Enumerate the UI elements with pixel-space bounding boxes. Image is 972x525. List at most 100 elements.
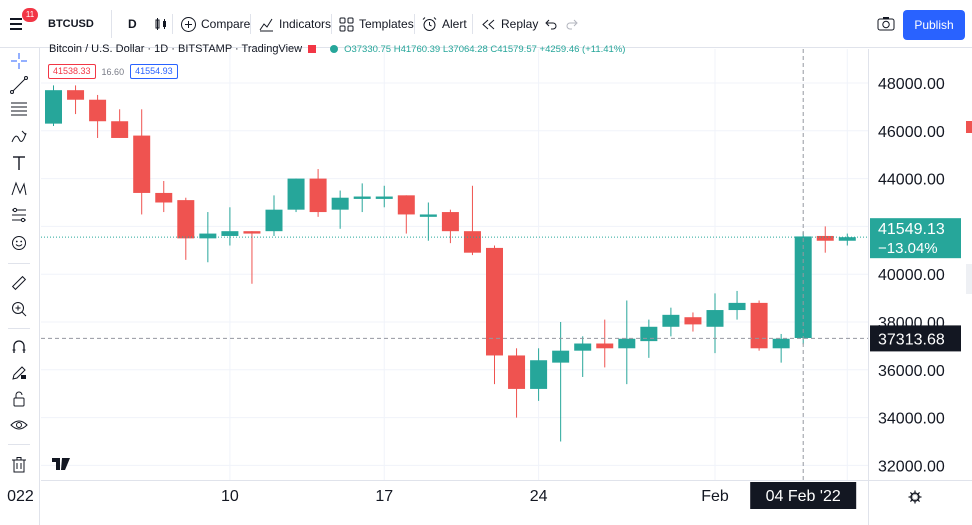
publish-button[interactable]: Publish [903,10,965,40]
price-tick-label: 36000.00 [878,363,945,380]
price-tick-label: 40000.00 [878,267,945,284]
pattern-tool[interactable] [8,178,30,200]
gear-center [912,494,918,500]
toolbar-divider [172,14,173,34]
forecast-icon [12,207,26,223]
text-tool[interactable] [8,152,30,174]
time-tick-label: 022 [7,488,34,505]
snapshot-button[interactable] [876,14,896,34]
spread-value: 16.60 [101,66,125,77]
candle [221,207,239,246]
candle-body [221,231,239,236]
pattern-icon [11,181,27,196]
candle [309,169,327,217]
chart-legend: Bitcoin / U.S. Dollar · 1D · BITSTAMP · … [49,43,625,55]
candles-icon [155,18,166,30]
menu-icon-line [10,28,22,30]
candle-body [618,338,636,349]
candle-body [662,314,680,327]
hide-drawings-tool[interactable] [8,414,30,436]
candle [155,180,173,213]
measure-tool[interactable] [8,272,30,294]
sell-price-button[interactable]: 41538.33 [48,64,96,79]
time-axis[interactable]: 022101724Feb704 Feb '22 [7,482,922,509]
interval-button[interactable]: D [128,17,137,31]
templates-button[interactable]: Templates [338,10,414,38]
pencil-lock-icon [12,366,26,380]
crosshair-overlay [41,49,972,480]
candle [816,226,834,253]
crosshair-tool[interactable] [8,50,30,72]
candle [199,212,217,263]
indicators-button[interactable]: Indicators [258,10,331,38]
icon-tool[interactable] [8,232,30,254]
candle-body [243,231,261,234]
market-status-icon [330,45,339,53]
candle-body [530,360,548,389]
menu-icon-line [10,23,22,25]
candle-body [133,135,151,193]
toolbar-divider [331,14,332,34]
alert-button[interactable]: Alert [421,10,467,38]
replay-button[interactable]: Replay [480,10,538,38]
eye-icon [10,420,28,430]
right-edge-marker [966,264,972,294]
candle [397,195,415,234]
toolbar-divider [472,14,473,34]
menu-button[interactable]: 11 [6,8,38,36]
symbol-title[interactable]: Bitcoin / U.S. Dollar · 1D · BITSTAMP · … [49,43,303,55]
candle [750,300,768,351]
price-axis[interactable]: 32000.0034000.0036000.0038000.0040000.00… [870,76,961,475]
candle-body [375,196,393,199]
candle-body [596,343,614,349]
candle [596,319,614,368]
fib-tool[interactable] [8,98,30,120]
trend-line-tool[interactable] [8,74,30,96]
brush-tool[interactable] [8,126,30,148]
trading-panel: 41538.33 16.60 41554.93 [48,64,178,79]
compare-button[interactable]: Compare [180,10,250,38]
forecast-tool[interactable] [8,204,30,226]
candle-body [287,178,305,210]
undo-button[interactable] [543,10,558,38]
candle-body [750,302,768,349]
templates-label: Templates [359,17,414,31]
settings-gear-icon [908,490,922,504]
candle-body [177,200,195,239]
candle [265,195,283,236]
rewind-icon [482,19,495,29]
candle-body [397,195,415,215]
candle [243,231,261,284]
lock-drawings-tool[interactable] [8,388,30,410]
candle [177,197,195,260]
crosshair-icon [11,53,27,69]
candle [662,307,680,337]
buy-price-button[interactable]: 41554.93 [130,64,178,79]
price-tick-label: 32000.00 [878,458,945,475]
toolbar-divider [250,14,251,34]
candle-body [89,99,107,122]
time-tick-label: Feb [701,488,729,505]
ruler-icon [11,275,27,291]
candle [772,333,790,363]
symbol-search[interactable]: BTCUSD [40,10,112,38]
redo-button[interactable] [565,10,580,38]
lock-icon [13,391,25,407]
remove-drawings-tool[interactable] [8,454,30,476]
candle [838,233,856,246]
candle-body [353,196,371,199]
camera-icon [877,17,895,31]
brush-icon [11,130,27,143]
candle [684,312,702,332]
smiley-icon [12,236,26,250]
chart-grid [41,49,972,525]
chart-type-button[interactable] [153,10,169,38]
zoom-tool[interactable] [8,298,30,320]
toolbar-divider [8,263,30,264]
stay-in-drawing-mode-tool[interactable] [8,362,30,384]
toolbar-divider [8,444,30,445]
magnet-tool[interactable] [8,336,30,358]
candle [89,94,107,138]
zoom-in-icon [12,302,27,317]
